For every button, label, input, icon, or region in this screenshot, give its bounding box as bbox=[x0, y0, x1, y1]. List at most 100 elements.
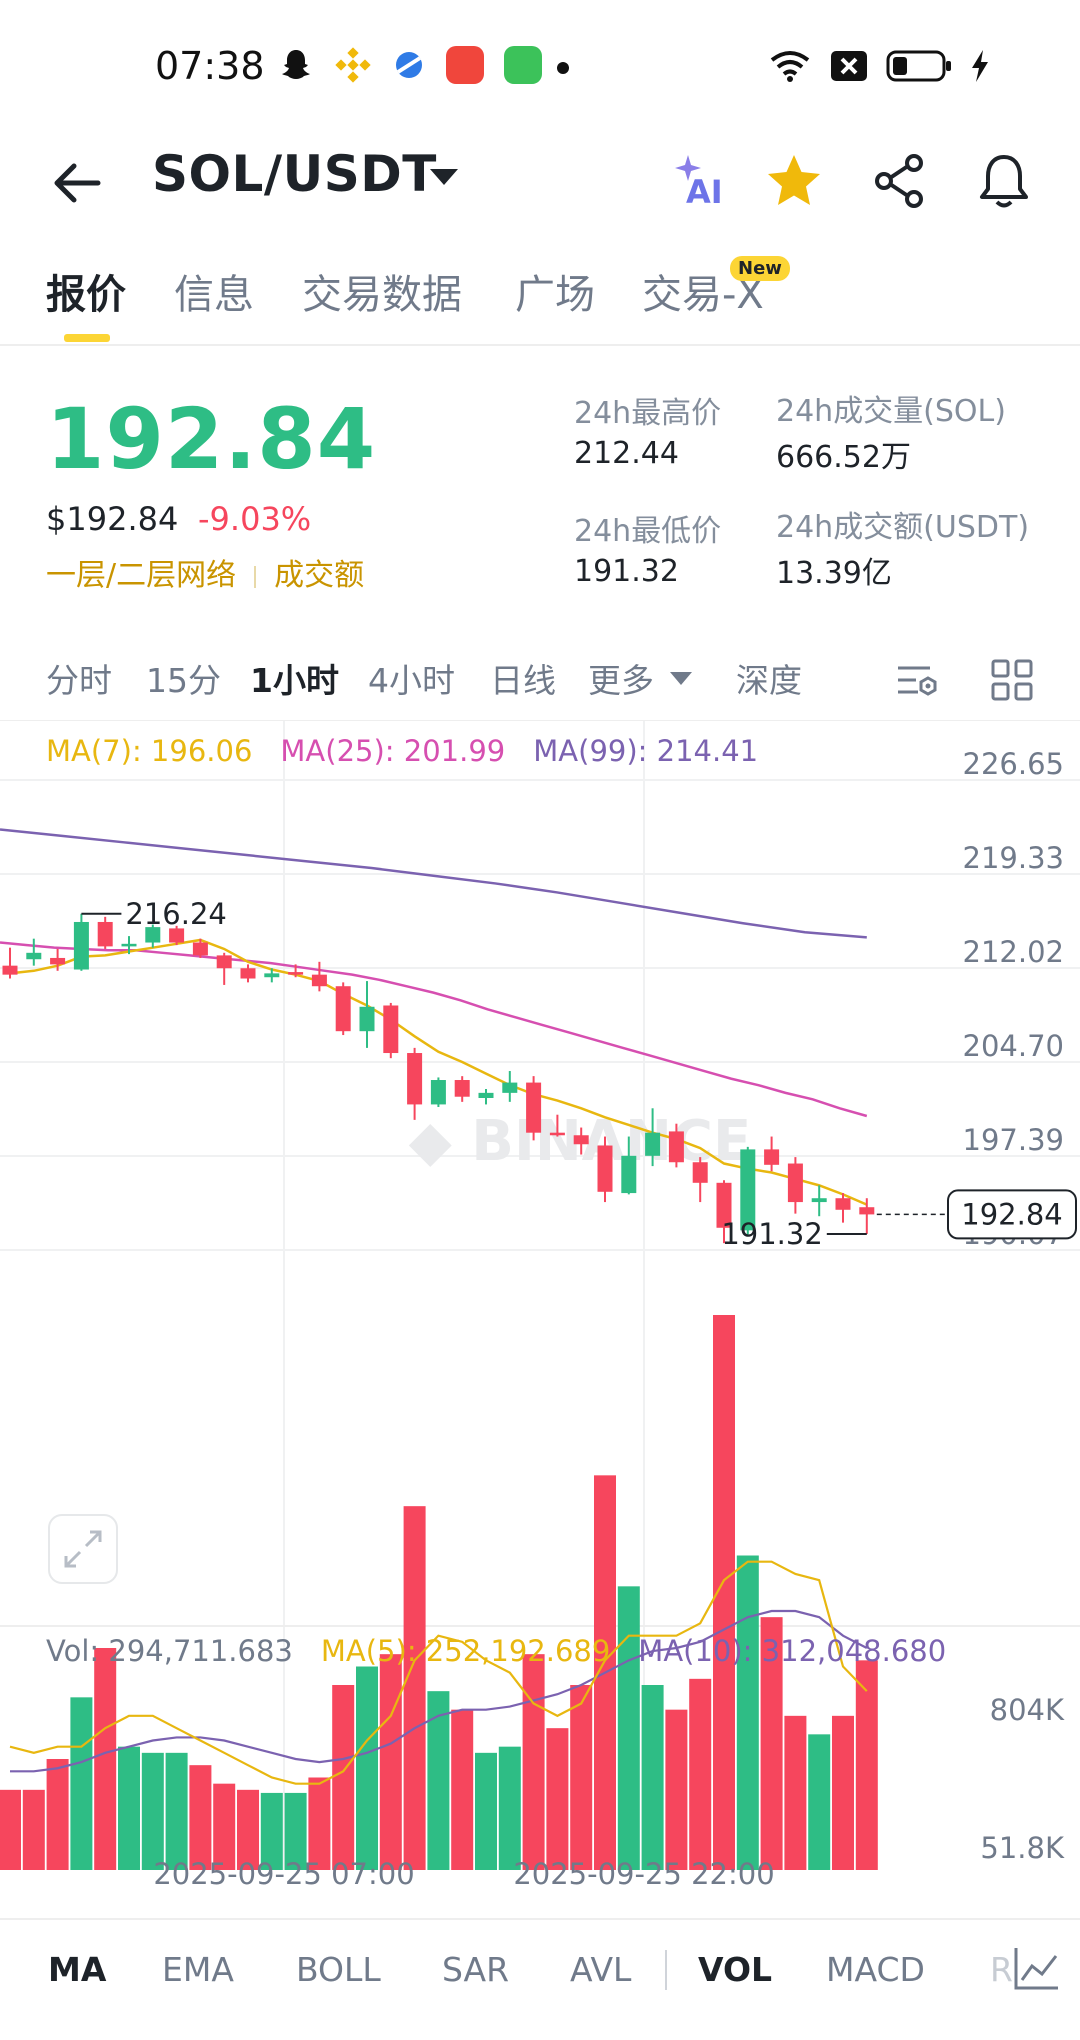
tab-trade-data[interactable]: 交易数据 bbox=[302, 272, 462, 318]
candle-body bbox=[692, 1162, 708, 1183]
volume-axis-label: 804K bbox=[990, 1693, 1065, 1727]
candle-body bbox=[811, 1198, 827, 1203]
page-tabs: 报价 信息 交易数据 广场 交易-X New bbox=[0, 250, 1080, 346]
indicator-sar[interactable]: SAR bbox=[442, 1950, 510, 1989]
tag-turnover[interactable]: 成交额 bbox=[274, 558, 365, 593]
chart-settings-icon[interactable] bbox=[896, 658, 940, 702]
vol-ma10-line bbox=[10, 1609, 868, 1773]
indicator-vol[interactable]: VOL bbox=[698, 1950, 773, 1989]
candle-body bbox=[50, 957, 66, 965]
candle-body bbox=[645, 1132, 661, 1156]
volume-bar bbox=[498, 1746, 521, 1870]
fullscreen-button[interactable] bbox=[48, 1514, 118, 1584]
candle-body bbox=[526, 1082, 542, 1133]
indicator-more[interactable]: R bbox=[990, 1950, 1013, 1989]
volume-bar bbox=[855, 1660, 878, 1870]
candle-body bbox=[621, 1155, 637, 1194]
pair-dropdown-icon[interactable] bbox=[430, 169, 458, 185]
binance-icon bbox=[335, 47, 371, 83]
wifi-icon bbox=[770, 51, 810, 82]
tab-quote[interactable]: 报价 bbox=[46, 272, 126, 318]
ma25-line bbox=[0, 941, 868, 1118]
notification-icons bbox=[278, 46, 542, 84]
candle-body bbox=[502, 1082, 518, 1093]
new-badge: New bbox=[730, 256, 790, 281]
pair-title[interactable]: SOL/USDT bbox=[152, 145, 437, 203]
candle-body bbox=[73, 921, 89, 970]
ma25-legend: MA(25): 201.99 bbox=[280, 734, 506, 768]
tag-layer-network[interactable]: 一层/二层网络 bbox=[46, 558, 237, 593]
volume-bar bbox=[165, 1752, 188, 1870]
charging-icon bbox=[972, 50, 988, 82]
share-icon[interactable] bbox=[868, 149, 932, 213]
tab-info[interactable]: 信息 bbox=[174, 272, 254, 318]
volume-bar bbox=[689, 1678, 712, 1870]
candle-body bbox=[26, 952, 42, 960]
indicator-bar: MA EMA BOLL SAR AVL VOL MACD R bbox=[0, 1918, 1080, 2022]
volume-bar bbox=[308, 1777, 331, 1870]
more-notifications-dot bbox=[557, 62, 569, 74]
volume-bar bbox=[808, 1734, 831, 1870]
volume-axis-label: 51.8K bbox=[980, 1831, 1065, 1865]
category-tags: 一层/二层网络 成交额 bbox=[46, 550, 364, 594]
interval-time-share[interactable]: 分时 bbox=[46, 661, 112, 700]
video-app-icon bbox=[446, 46, 484, 84]
volume-bar bbox=[284, 1792, 307, 1870]
volume-bar bbox=[617, 1586, 640, 1870]
candle-body bbox=[2, 965, 18, 975]
volume-legend: Vol: 294,711.683 MA(5): 252,192.689 MA(10)… bbox=[46, 1634, 974, 1668]
turnover-label: 24h成交额(USDT) bbox=[776, 510, 1030, 545]
candle-body bbox=[240, 968, 256, 979]
interval-daily[interactable]: 日线 bbox=[490, 661, 556, 700]
status-time: 07:38 bbox=[155, 44, 265, 88]
ai-button[interactable]: AI bbox=[664, 149, 728, 213]
candle-body bbox=[573, 1135, 589, 1145]
vol-ma10-legend: MA(10): 312,048.680 bbox=[638, 1634, 947, 1668]
volume-bar bbox=[665, 1709, 688, 1870]
price-axis-label: 212.02 bbox=[963, 935, 1064, 969]
interval-depth[interactable]: 深度 bbox=[736, 661, 802, 700]
candle-body bbox=[407, 1053, 423, 1105]
no-sim-icon bbox=[831, 51, 867, 81]
indicator-boll[interactable]: BOLL bbox=[296, 1950, 381, 1989]
volume-label: 24h成交量(SOL) bbox=[776, 394, 1006, 429]
layout-grid-icon[interactable] bbox=[990, 658, 1034, 702]
candle-body bbox=[835, 1198, 851, 1210]
low-label: 24h最低价 bbox=[574, 514, 722, 549]
volume-bar bbox=[0, 1789, 21, 1870]
last-price-tag-label: 192.84 bbox=[961, 1197, 1062, 1231]
interval-4h[interactable]: 4小时 bbox=[368, 661, 455, 700]
interval-1h[interactable]: 1小时 bbox=[250, 661, 339, 700]
indicator-avl[interactable]: AVL bbox=[570, 1950, 632, 1989]
volume-bar bbox=[94, 1648, 117, 1870]
header: SOL/USDT AI bbox=[0, 135, 1080, 235]
volume-bar bbox=[522, 1654, 545, 1870]
tab-square[interactable]: 广场 bbox=[515, 272, 595, 318]
interval-15m[interactable]: 15分 bbox=[146, 661, 221, 700]
candle-body bbox=[549, 1132, 565, 1136]
volume-bar bbox=[641, 1685, 664, 1870]
back-arrow-icon[interactable] bbox=[48, 153, 108, 213]
interval-bar: 分时 15分 1小时 4小时 日线 更多 深度 bbox=[0, 650, 1080, 720]
indicator-chart-icon[interactable] bbox=[1012, 1944, 1062, 1992]
candle-body bbox=[383, 1005, 399, 1054]
candle-body bbox=[478, 1092, 494, 1099]
favorite-star-icon[interactable] bbox=[762, 149, 826, 213]
volume-bar bbox=[213, 1783, 236, 1870]
snapchat-icon bbox=[282, 50, 310, 79]
volume-bar bbox=[403, 1506, 426, 1870]
volume-bar bbox=[784, 1715, 807, 1870]
volume-bar bbox=[379, 1654, 402, 1870]
indicator-divider bbox=[665, 1950, 667, 1990]
indicator-ma[interactable]: MA bbox=[48, 1950, 107, 1989]
high-marker-label: 216.24 bbox=[125, 897, 226, 931]
bell-icon[interactable] bbox=[972, 149, 1036, 213]
interval-more[interactable]: 更多 bbox=[588, 661, 654, 700]
sparkle-icon bbox=[675, 155, 701, 181]
indicator-macd[interactable]: MACD bbox=[826, 1950, 925, 1989]
shopping-app-icon bbox=[504, 46, 542, 84]
x-axis-label: 2025-09-25 22:00 bbox=[513, 1857, 774, 1891]
indicator-ema[interactable]: EMA bbox=[162, 1950, 234, 1989]
